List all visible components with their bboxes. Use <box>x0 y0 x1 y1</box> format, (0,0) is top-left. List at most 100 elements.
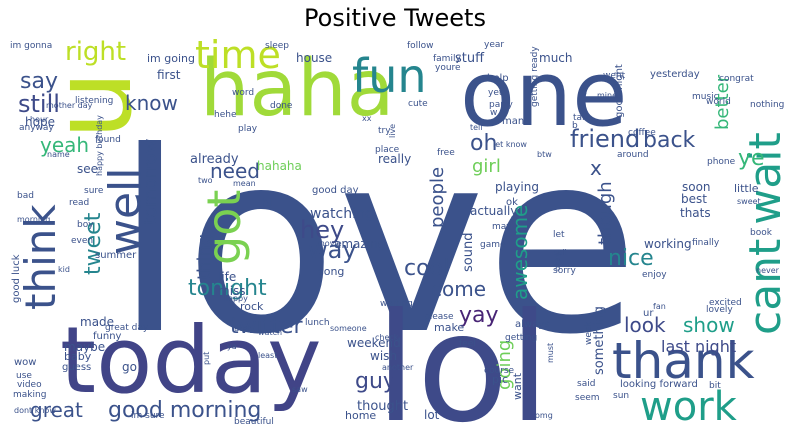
word-right: right <box>65 37 126 67</box>
word-seem: seem <box>575 393 600 403</box>
word-around: around <box>617 150 649 160</box>
word-watch: watch <box>258 328 282 337</box>
word-hope: hope <box>25 115 55 129</box>
word-world: world <box>706 97 731 107</box>
word-yeah: yeah <box>40 133 89 157</box>
word-come: come <box>431 277 486 301</box>
word-please: please <box>424 312 454 322</box>
word-good-luck: good luck <box>11 254 22 303</box>
word-thought: thought <box>357 399 408 414</box>
word-btw: btw <box>537 150 552 159</box>
word-really: really <box>378 152 411 166</box>
word-friend: friend <box>570 125 640 153</box>
word-make: make <box>434 321 464 334</box>
word-great: great <box>30 398 83 422</box>
word-congrat: congrat <box>719 74 754 84</box>
word-working: working <box>644 237 692 251</box>
word-look: look <box>624 313 666 337</box>
word-see: see <box>77 162 98 176</box>
word-coffee: coffee <box>628 128 656 138</box>
word-p: p <box>580 86 587 99</box>
word-looking-forward: looking forward <box>620 379 698 390</box>
word-stuff: stuff <box>455 51 485 66</box>
word-talk: talk <box>573 113 591 123</box>
word-fun: fun <box>352 49 427 103</box>
word-never: never <box>756 266 780 275</box>
word-great-day: great day <box>105 323 149 333</box>
word-playing: playing <box>495 180 539 194</box>
word-tonight: tonight <box>188 276 267 301</box>
chart-title: Positive Tweets <box>304 4 486 32</box>
word-need: need <box>210 159 260 183</box>
word-tell: tell <box>470 123 483 132</box>
word-something: something <box>592 306 607 375</box>
word-check: check <box>375 333 399 342</box>
word-u: u <box>28 70 156 140</box>
word-much: much <box>539 51 573 65</box>
word-work: work <box>640 384 738 430</box>
word-sorry: sorry <box>553 266 576 276</box>
word-ya: ya <box>227 342 237 351</box>
word-house: house <box>296 51 332 65</box>
word-good-day: good day <box>312 185 359 196</box>
word-im-sure: im sure <box>131 411 165 421</box>
word-try: try <box>378 126 391 136</box>
word-weekend: weekend <box>347 336 401 350</box>
word-happy-birthday: happy birthday <box>95 115 104 176</box>
word-hi: hi <box>262 196 272 209</box>
word-best: best <box>681 192 707 206</box>
word-even: even <box>71 236 93 246</box>
word-little: little <box>734 182 759 195</box>
word-lovely: lovely <box>706 305 733 315</box>
word-listening: listening <box>75 96 113 106</box>
word-feel: feel <box>459 339 476 349</box>
word-least: least <box>258 351 277 360</box>
word-help: help <box>487 73 509 84</box>
word-excited: excited <box>709 298 742 308</box>
word-year: year <box>484 40 504 50</box>
word-week: week <box>584 321 594 345</box>
word-found: found <box>95 135 121 145</box>
word-let-know: let know <box>493 140 527 149</box>
word-going: going <box>494 340 515 390</box>
word-awesome: awesome <box>508 205 532 300</box>
word-w: w <box>490 108 497 118</box>
word-video: video <box>17 380 42 390</box>
word-maybe: maybe <box>64 340 105 354</box>
word-word: word <box>232 88 254 98</box>
word-amazing: amazing <box>334 237 385 251</box>
word-already: already <box>190 152 239 167</box>
word-thats: thats <box>680 206 711 220</box>
word-home: home <box>345 409 376 422</box>
word-miss: miss <box>218 284 246 298</box>
word-actually: actually <box>470 204 517 218</box>
word-happy: happy <box>223 294 248 303</box>
word-follow: follow <box>407 41 434 51</box>
word-cool: cool <box>404 256 449 281</box>
word-got: got <box>197 190 251 265</box>
word-bit: bit <box>709 381 721 391</box>
word-live: live <box>388 124 397 138</box>
word-made: made <box>80 315 114 329</box>
word-sweet: sweet <box>737 197 761 206</box>
word-call: call <box>553 248 567 257</box>
word-watching: watching <box>310 206 374 222</box>
word-know: know <box>125 91 178 115</box>
word-play: play <box>238 124 258 134</box>
word-today: today <box>60 307 322 414</box>
word-first: first <box>157 68 181 82</box>
word-beautiful: beautiful <box>234 417 274 427</box>
word-course: course <box>484 366 515 376</box>
word-pic: pic <box>492 373 508 386</box>
word-saw: saw <box>292 385 308 394</box>
word-finally: finally <box>692 238 720 248</box>
word-place: place <box>375 145 400 155</box>
word-getting: getting <box>505 333 537 343</box>
word-music: music <box>692 92 719 102</box>
word-good-night: good night <box>614 64 625 118</box>
word-time: time <box>195 33 281 77</box>
word-tweet: tweet <box>81 212 106 275</box>
word-kid: kid <box>58 265 70 274</box>
word-x: x <box>590 156 602 180</box>
